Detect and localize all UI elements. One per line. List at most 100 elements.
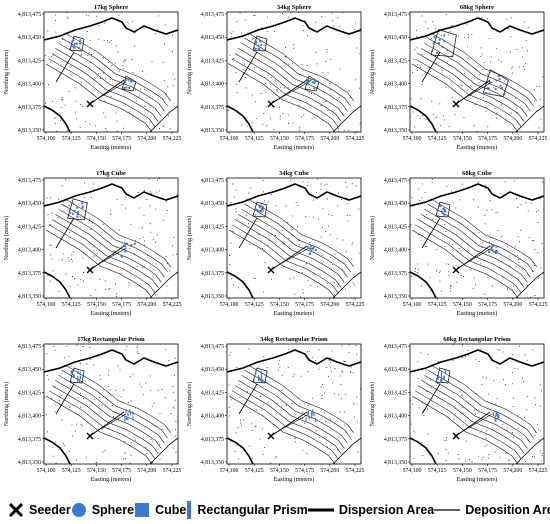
map-svg: 17kg Cube 4,813,475 4,813,450 4,813,425 4,81… [3, 170, 182, 317]
plot-frame [226, 343, 362, 465]
y-tick-label: 4,813,375 [18, 437, 41, 443]
panel-title: 17kg Rectangular Prism [77, 336, 145, 343]
x-tick-label: 574,175 [478, 302, 497, 308]
x-axis-label: Easting (meters) [457, 310, 498, 317]
y-tick-label: 4,813,475 [18, 178, 41, 184]
x-tick-label: 574,175 [478, 136, 497, 142]
legend-prism: Rectangular Prism [186, 501, 308, 519]
y-tick-label: 4,813,400 [18, 82, 41, 88]
panel-title: 68kg Rectangular Prism [443, 336, 511, 343]
x-tick-label: 574,225 [346, 468, 365, 474]
x-axis-label: Easting (meters) [274, 310, 315, 317]
y-tick-label: 4,813,350 [384, 294, 407, 300]
y-tick-label: 4,813,375 [201, 105, 224, 111]
y-tick-label: 4,813,400 [384, 82, 407, 88]
map-svg: 68kg Rectangular Prism 4,813,475 4,813,450… [369, 336, 548, 483]
map-panel: 34kg Rectangular Prism 4,813,475 4,813,450… [183, 332, 365, 497]
y-tick-label: 4,813,475 [201, 178, 224, 184]
x-tick-label: 574,100 [220, 468, 239, 474]
y-tick-label: 4,813,375 [201, 271, 224, 277]
x-tick-label: 574,175 [112, 302, 131, 308]
plot-frame [409, 177, 545, 299]
map-svg: 68kg Cube 4,813,475 4,813,450 4,813,425 4,81… [369, 170, 548, 317]
y-tick-label: 4,813,400 [201, 248, 224, 254]
x-tick-label: 574,100 [220, 136, 239, 142]
deposit-markers [70, 39, 134, 90]
y-tick-label: 4,813,375 [384, 105, 407, 111]
x-tick-label: 574,100 [403, 136, 422, 142]
cube-square-icon [135, 503, 150, 517]
y-tick-label: 4,813,375 [384, 271, 407, 277]
x-tick-label: 574,100 [220, 302, 239, 308]
x-tick-label: 574,150 [87, 468, 106, 474]
y-tick-label: 4,813,350 [18, 460, 41, 466]
y-tick-label: 4,813,400 [18, 248, 41, 254]
x-tick-label: 574,150 [453, 468, 472, 474]
y-tick-label: 4,813,475 [384, 344, 407, 350]
panel-title: 34kg Cube [279, 170, 309, 177]
x-tick-label: 574,225 [529, 136, 548, 142]
y-tick-label: 4,813,400 [384, 414, 407, 420]
x-tick-label: 574,100 [403, 468, 422, 474]
panel-title: 68kg Sphere [460, 4, 494, 11]
terrain-layer [227, 178, 361, 298]
x-tick-label: 574,125 [62, 468, 81, 474]
sphere-circle-icon [71, 503, 86, 517]
y-tick-label: 4,813,425 [18, 224, 41, 230]
y-tick-label: 4,813,375 [18, 271, 41, 277]
deposit-markers [253, 39, 317, 90]
legend-sphere: Sphere [71, 502, 134, 518]
x-axis-label: Easting (meters) [274, 476, 315, 483]
x-tick-label: 574,200 [137, 136, 156, 142]
y-tick-label: 4,813,450 [384, 35, 407, 41]
deposit-markers [69, 202, 136, 258]
x-tick-label: 574,175 [295, 136, 314, 142]
y-tick-label: 4,813,375 [201, 437, 224, 443]
x-tick-label: 574,125 [245, 302, 264, 308]
y-tick-label: 4,813,450 [18, 367, 41, 373]
x-tick-label: 574,150 [270, 468, 289, 474]
y-axis-label: Northing (meters) [369, 50, 376, 95]
terrain-layer [44, 178, 178, 298]
y-axis-label: Northing (meters) [186, 50, 193, 95]
seeder-x-icon [8, 502, 24, 518]
x-tick-label: 574,125 [62, 302, 81, 308]
dispersion-lines [238, 383, 310, 437]
x-tick-label: 574,100 [37, 302, 56, 308]
x-tick-label: 574,225 [163, 468, 182, 474]
x-tick-label: 574,125 [245, 136, 264, 142]
y-tick-label: 4,813,475 [18, 12, 41, 18]
deposit-markers [432, 34, 504, 95]
x-tick-label: 574,200 [503, 302, 522, 308]
x-tick-label: 574,225 [163, 302, 182, 308]
dispersion-lines [421, 51, 493, 105]
y-tick-label: 4,813,425 [201, 58, 224, 64]
dispersion-lines [55, 51, 127, 105]
y-tick-label: 4,813,475 [18, 344, 41, 350]
terrain-layer [410, 178, 544, 298]
y-tick-label: 4,813,375 [18, 105, 41, 111]
map-svg: 68kg Sphere 4,813,475 4,813,450 4,813,425 4,… [369, 4, 548, 151]
y-tick-label: 4,813,400 [384, 248, 407, 254]
map-panel: 17kg Rectangular Prism 4,813,475 4,813,450… [0, 332, 182, 497]
x-axis-label: Easting (meters) [91, 476, 132, 483]
prism-bar-icon [187, 501, 192, 519]
deposition-line-icon [434, 509, 461, 511]
legend-deposition: Deposition Area [434, 503, 550, 517]
x-tick-label: 574,175 [295, 302, 314, 308]
plot-frame [409, 11, 545, 133]
legend-sphere-label: Sphere [91, 503, 135, 517]
panel-title: 34kg Rectangular Prism [260, 336, 328, 343]
terrain-layer [410, 14, 544, 132]
x-tick-label: 574,200 [320, 302, 339, 308]
plot-frame [43, 11, 179, 133]
y-tick-label: 4,813,450 [201, 367, 224, 373]
y-tick-label: 4,813,450 [384, 201, 407, 207]
x-tick-label: 574,150 [270, 136, 289, 142]
legend-cube-label: Cube [155, 503, 187, 517]
x-tick-label: 574,225 [529, 302, 548, 308]
plot-frame [226, 177, 362, 299]
x-axis-label: Easting (meters) [457, 144, 498, 151]
legend-deposition-label: Deposition Area [465, 503, 550, 517]
x-axis-label: Easting (meters) [91, 144, 132, 151]
